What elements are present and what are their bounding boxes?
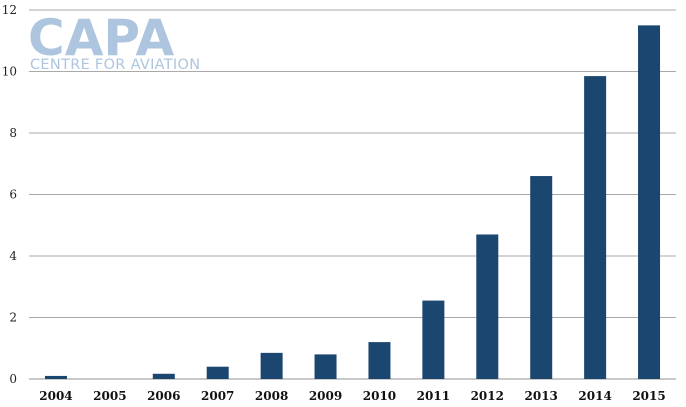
y-tick-label: 10: [2, 65, 17, 79]
x-tick-label: 2010: [363, 389, 396, 403]
logo-sub-text: CENTRE FOR AVIATION: [30, 57, 200, 73]
bar-2014: [584, 76, 607, 380]
bar-2009: [314, 354, 337, 379]
x-tick-label: 2007: [201, 389, 234, 403]
x-axis-ticks: 2004 2005 2006 2007 2008 2009 2010 2011 2012 2013…: [39, 389, 665, 403]
bar-2012: [476, 234, 499, 379]
bar-2007: [206, 366, 229, 379]
y-tick-label: 4: [9, 249, 17, 263]
watermark-logo: CAPA CENTRE FOR AVIATION: [28, 9, 200, 73]
logo-main-text: CAPA: [28, 9, 174, 67]
gridlines: [29, 9, 676, 380]
bar-2010: [368, 342, 391, 379]
y-tick-label: 8: [9, 126, 17, 140]
y-axis-ticks: 0 2 4 6 8 10 12: [2, 3, 18, 386]
bar-2006: [152, 373, 175, 379]
bar-2011: [422, 300, 445, 379]
bar-2013: [530, 176, 553, 379]
x-tick-label: 2008: [255, 389, 288, 403]
y-tick-label: 6: [9, 188, 17, 202]
x-tick-label: 2011: [417, 389, 450, 403]
x-tick-label: 2015: [632, 389, 665, 403]
x-tick-label: 2013: [525, 389, 558, 403]
bar-2004: [44, 375, 67, 379]
bar-2008: [260, 352, 283, 379]
bar-2015: [638, 25, 661, 379]
x-tick-label: 2005: [93, 389, 126, 403]
x-tick-label: 2006: [147, 389, 180, 403]
x-tick-label: 2004: [39, 389, 72, 403]
y-tick-label: 2: [9, 311, 17, 325]
y-tick-label: 12: [2, 3, 17, 17]
x-tick-label: 2014: [578, 389, 611, 403]
y-tick-label: 0: [9, 372, 17, 386]
x-tick-label: 2012: [471, 389, 504, 403]
bars: [44, 25, 661, 380]
x-tick-label: 2009: [309, 389, 342, 403]
